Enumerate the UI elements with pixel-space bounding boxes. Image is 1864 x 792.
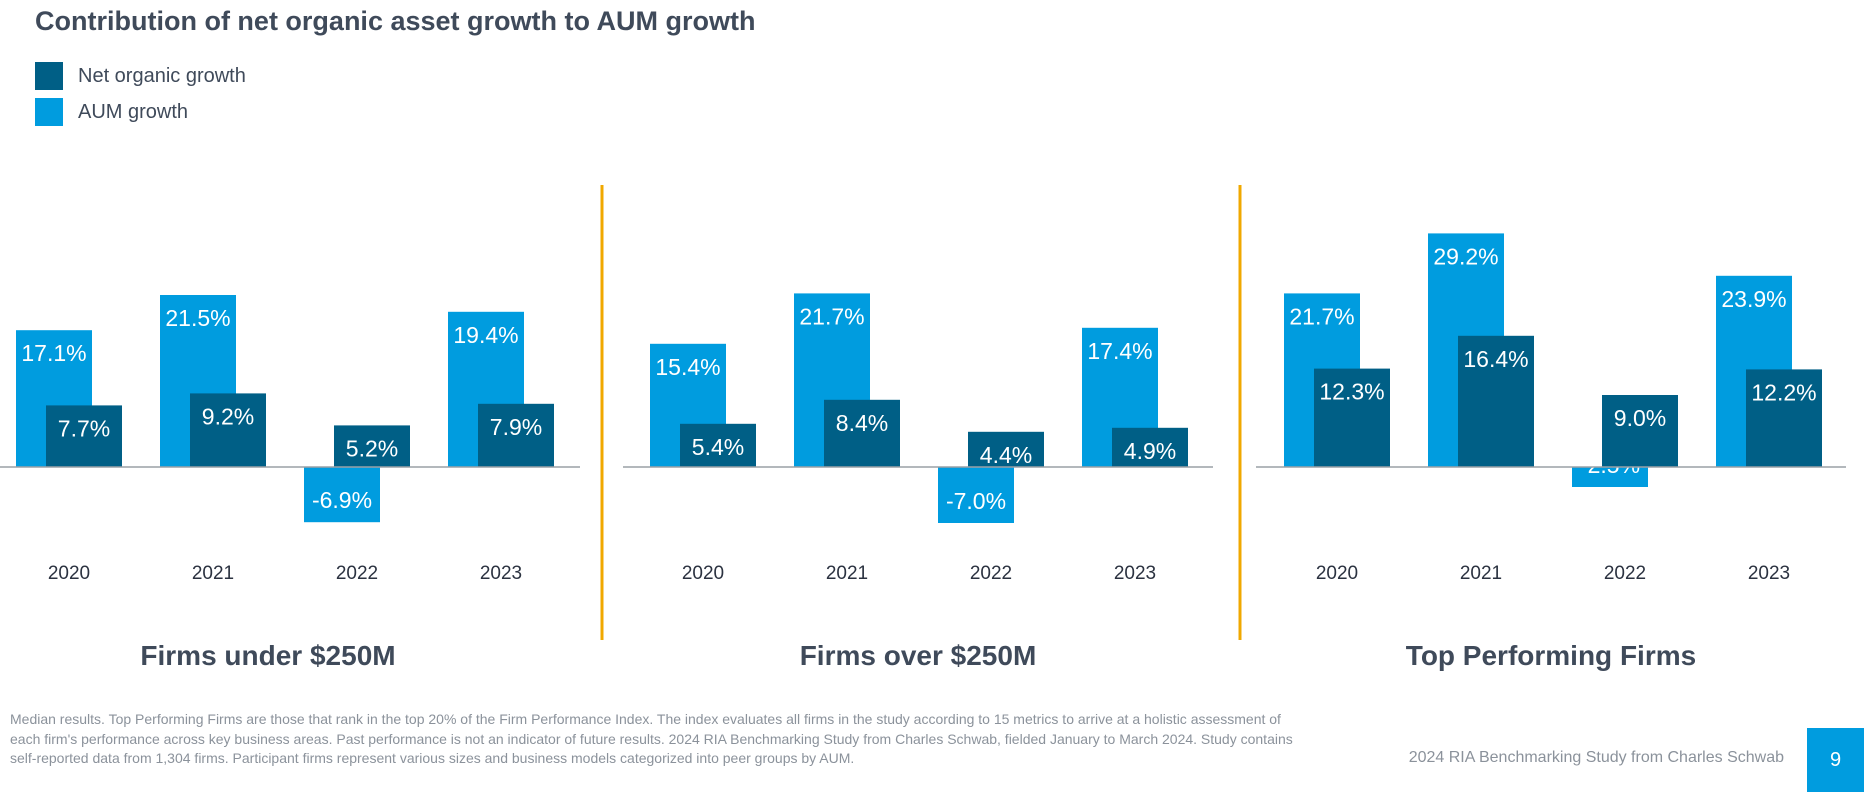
bar-net-organic-2020 (46, 405, 122, 467)
bar-net-organic-2022 (334, 425, 410, 467)
legend-label-net-organic: Net organic growth (78, 64, 246, 87)
data-label-aum-2020: 15.4% (655, 354, 720, 380)
x-tick-label: 2022 (336, 563, 378, 584)
data-label-aum-2021: 29.2% (1433, 243, 1498, 269)
data-label-net-organic-2021: 8.4% (836, 410, 888, 436)
bar-net-organic-2021 (1458, 335, 1534, 467)
x-tick-label: 2023 (1114, 563, 1156, 584)
bar-net-organic-2023 (1746, 369, 1822, 467)
x-tick-label: 2020 (1316, 563, 1358, 584)
data-label-net-organic-2021: 9.2% (202, 403, 254, 429)
bar-aum-2022 (304, 467, 380, 523)
x-tick-label: 2022 (1604, 563, 1646, 584)
legend-item-net-organic: Net organic growth (35, 58, 246, 94)
data-label-aum-2023: 23.9% (1721, 286, 1786, 312)
data-label-aum-2022: -6.9% (312, 487, 372, 513)
bar-net-organic-2022 (1602, 395, 1678, 467)
panel-title: Firms over $250M (800, 640, 1037, 671)
legend: Net organic growth AUM growth (35, 58, 246, 130)
footnote: Median results. Top Performing Firms are… (10, 711, 1293, 766)
x-tick-label: 2023 (480, 563, 522, 584)
legend-item-aum: AUM growth (35, 94, 246, 130)
data-label-aum-2020: 21.7% (1289, 303, 1354, 329)
legend-label-aum: AUM growth (78, 100, 189, 123)
legend-swatch-net-organic (35, 62, 63, 90)
x-tick-label: 2021 (192, 563, 234, 584)
data-label-aum-2023: 17.4% (1087, 338, 1152, 364)
x-tick-label: 2022 (970, 563, 1012, 584)
legend-swatch-aum (35, 98, 63, 126)
data-label-net-organic-2023: 4.9% (1124, 438, 1176, 464)
page-number: 9 (1807, 728, 1864, 792)
bar-net-organic-2022 (968, 431, 1044, 467)
chart-area: 17.1% 7.7% 2020 21.5% 9.2% 2021 -6.9% 5.2% 2022 1… (0, 185, 1846, 671)
data-label-net-organic-2020: 7.7% (58, 415, 110, 441)
bar-net-organic-2023 (478, 403, 554, 467)
bar-net-organic-2023 (1112, 427, 1188, 467)
bar-net-organic-2020 (680, 423, 756, 467)
bar-net-organic-2021 (824, 399, 900, 467)
data-label-aum-2020: 17.1% (21, 340, 86, 366)
source-text: 2024 RIA Benchmarking Study from Charles… (1408, 749, 1784, 766)
panel-title: Firms under $250M (140, 640, 395, 671)
chart-title: Contribution of net organic asset growth… (35, 6, 756, 36)
bar-net-organic-2020 (1314, 368, 1390, 467)
bar-net-organic-2021 (190, 393, 266, 467)
bar-aum-2022 (938, 467, 1014, 523)
data-label-net-organic-2021: 16.4% (1463, 346, 1528, 372)
x-tick-label: 2020 (682, 563, 724, 584)
data-label-net-organic-2023: 12.2% (1751, 379, 1816, 405)
data-label-aum-2021: 21.7% (799, 303, 864, 329)
data-label-aum-2022: -7.0% (946, 488, 1006, 514)
panel-title: Top Performing Firms (1406, 640, 1696, 671)
data-label-net-organic-2020: 12.3% (1319, 379, 1384, 405)
data-label-aum-2021: 21.5% (165, 305, 230, 331)
data-label-net-organic-2022: 4.4% (980, 442, 1032, 468)
data-label-net-organic-2023: 7.9% (490, 414, 542, 440)
data-label-net-organic-2020: 5.4% (692, 434, 744, 460)
x-tick-label: 2020 (48, 563, 90, 584)
data-label-net-organic-2022: 5.2% (346, 435, 398, 461)
data-label-net-organic-2022: 9.0% (1614, 405, 1666, 431)
x-tick-label: 2021 (826, 563, 868, 584)
data-label-aum-2023: 19.4% (453, 322, 518, 348)
x-tick-label: 2021 (1460, 563, 1502, 584)
bar-aum-2022 (1572, 467, 1648, 487)
x-tick-label: 2023 (1748, 563, 1790, 584)
